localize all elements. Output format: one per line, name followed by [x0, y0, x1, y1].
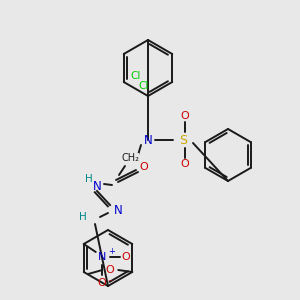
- Text: S: S: [179, 134, 187, 146]
- Text: N: N: [98, 252, 106, 262]
- Text: +: +: [108, 248, 115, 256]
- Text: O: O: [106, 265, 115, 275]
- Text: H: H: [79, 212, 87, 222]
- Text: Cl: Cl: [139, 81, 149, 91]
- Text: H: H: [85, 174, 93, 184]
- Text: N: N: [93, 179, 101, 193]
- Text: O: O: [140, 162, 148, 172]
- Text: Cl: Cl: [130, 71, 141, 81]
- Text: O: O: [122, 252, 130, 262]
- Text: O: O: [181, 111, 189, 121]
- Text: O: O: [181, 159, 189, 169]
- Text: O: O: [98, 278, 106, 288]
- Text: ⁻: ⁻: [107, 278, 112, 288]
- Text: N: N: [144, 134, 152, 146]
- Text: N: N: [114, 203, 122, 217]
- Text: CH₂: CH₂: [121, 153, 139, 163]
